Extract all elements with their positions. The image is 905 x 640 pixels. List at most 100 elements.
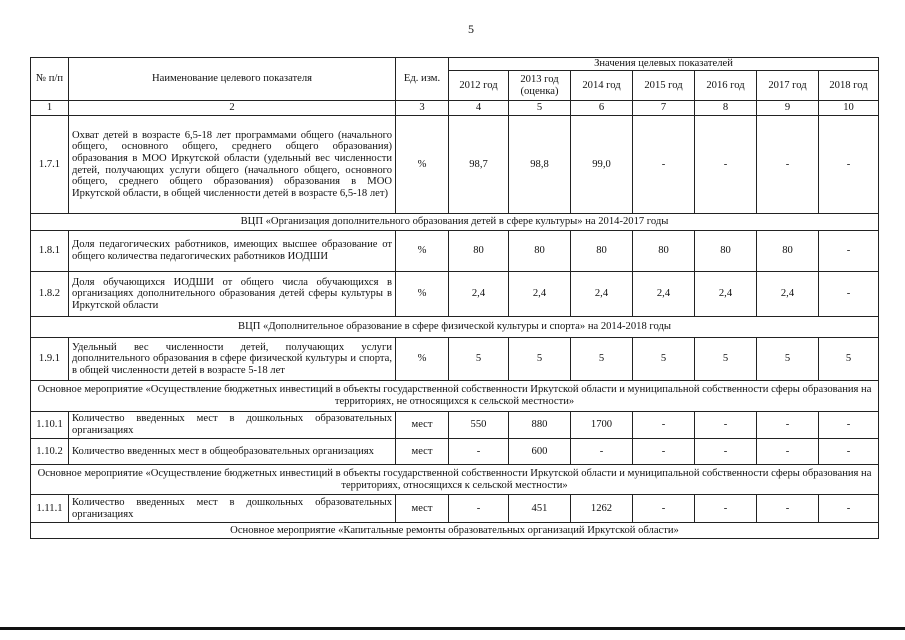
section-title: Основное мероприятие «Осуществление бюдж… [30, 464, 879, 495]
value-cell: - [818, 438, 879, 465]
value-cell: 99,0 [570, 115, 633, 214]
value-cell: - [448, 494, 509, 523]
section-title: Основное мероприятие «Осуществление бюдж… [30, 380, 879, 412]
section-title: Основное мероприятие «Капитальные ремонт… [30, 522, 879, 539]
header-year: 2018 год [818, 70, 879, 101]
column-number: 3 [395, 100, 449, 116]
table-row: 1.8.1 Доля педагогических работников, име… [30, 230, 879, 272]
value-cell: 2,4 [570, 271, 633, 317]
column-number: 2 [68, 100, 396, 116]
scan-edge-line [0, 627, 905, 630]
unit: % [395, 115, 449, 214]
value-cell: 5 [508, 337, 571, 381]
section-row: Основное мероприятие «Капитальные ремонт… [30, 522, 879, 539]
section-title: ВЦП «Дополнительное образование в сфере … [30, 316, 879, 338]
value-cell: - [694, 115, 757, 214]
column-number: 4 [448, 100, 509, 116]
column-number: 8 [694, 100, 757, 116]
section-title: ВЦП «Организация дополнительного образов… [30, 213, 879, 231]
column-number: 7 [632, 100, 695, 116]
value-cell: - [570, 438, 633, 465]
unit: % [395, 337, 449, 381]
value-cell: 5 [632, 337, 695, 381]
value-cell: - [756, 115, 819, 214]
unit: мест [395, 494, 449, 523]
value-cell: - [694, 438, 757, 465]
table-row: 1.10.2 Количество введенных мест в общеоб… [30, 438, 879, 465]
row-number: 1.10.1 [30, 411, 69, 439]
page-number: 5 [468, 22, 474, 36]
value-cell: 880 [508, 411, 571, 439]
value-cell: - [756, 494, 819, 523]
value-cell: 2,4 [694, 271, 757, 317]
value-cell: 5 [570, 337, 633, 381]
value-cell: 1262 [570, 494, 633, 523]
value-cell: - [818, 230, 879, 272]
section-row: ВЦП «Организация дополнительного образов… [30, 213, 879, 231]
value-cell: 2,4 [632, 271, 695, 317]
value-cell: - [632, 494, 695, 523]
column-number: 6 [570, 100, 633, 116]
value-cell: 5 [448, 337, 509, 381]
value-cell: 451 [508, 494, 571, 523]
table-row: 1.11.1 Количество введенных мест в дошкол… [30, 494, 879, 523]
unit: % [395, 230, 449, 272]
value-cell: - [818, 494, 879, 523]
value-cell: - [448, 438, 509, 465]
value-cell: 2,4 [508, 271, 571, 317]
indicator-name: Охват детей в возрасте 6,5-18 лет програ… [68, 115, 396, 214]
unit: мест [395, 438, 449, 465]
value-cell: 5 [756, 337, 819, 381]
value-cell: 5 [818, 337, 879, 381]
value-cell: - [818, 115, 879, 214]
value-cell: 2,4 [756, 271, 819, 317]
indicator-name: Количество введенных мест в дошкольных о… [68, 494, 396, 523]
header-year: 2014 год [570, 70, 633, 101]
value-cell: - [818, 411, 879, 439]
header-year: 2013 год (оценка) [508, 70, 571, 101]
value-cell: - [632, 115, 695, 214]
section-row: Основное мероприятие «Осуществление бюдж… [30, 464, 879, 495]
header-year: 2017 год [756, 70, 819, 101]
value-cell: 80 [508, 230, 571, 272]
table-row: 1.9.1 Удельный вес численности детей, пол… [30, 337, 879, 381]
target-indicators-table: № п/п Наименование целевого показателя Е… [30, 57, 879, 539]
value-cell: - [818, 271, 879, 317]
header-year: 2015 год [632, 70, 695, 101]
indicator-name: Доля педагогических работников, имеющих … [68, 230, 396, 272]
value-cell: - [632, 438, 695, 465]
table-row: 1.10.1 Количество введенных мест в дошкол… [30, 411, 879, 439]
value-cell: 80 [448, 230, 509, 272]
value-cell: - [694, 411, 757, 439]
unit: мест [395, 411, 449, 439]
row-number: 1.8.2 [30, 271, 69, 317]
column-number: 1 [30, 100, 69, 116]
column-number: 9 [756, 100, 819, 116]
value-cell: 98,7 [448, 115, 509, 214]
indicator-name: Удельный вес численности детей, получающ… [68, 337, 396, 381]
value-cell: 600 [508, 438, 571, 465]
row-number: 1.7.1 [30, 115, 69, 214]
unit: % [395, 271, 449, 317]
column-number: 10 [818, 100, 879, 116]
header-year: 2016 год [694, 70, 757, 101]
value-cell: - [756, 438, 819, 465]
indicator-name: Количество введенных мест в дошкольных о… [68, 411, 396, 439]
header-num: № п/п [30, 57, 69, 101]
section-row: ВЦП «Дополнительное образование в сфере … [30, 316, 879, 338]
row-number: 1.8.1 [30, 230, 69, 272]
value-cell: 80 [756, 230, 819, 272]
value-cell: 1700 [570, 411, 633, 439]
header-values-group: Значения целевых показателей [448, 57, 879, 71]
header-year: 2012 год [448, 70, 509, 101]
value-cell: - [632, 411, 695, 439]
value-cell: - [694, 494, 757, 523]
indicator-name: Доля обучающихся ИОДШИ от общего числа о… [68, 271, 396, 317]
value-cell: 80 [694, 230, 757, 272]
value-cell: - [756, 411, 819, 439]
column-number: 5 [508, 100, 571, 116]
table-row: 1.7.1 Охват детей в возрасте 6,5-18 лет п… [30, 115, 879, 214]
value-cell: 2,4 [448, 271, 509, 317]
row-number: 1.11.1 [30, 494, 69, 523]
table-row: 1.8.2 Доля обучающихся ИОДШИ от общего чи… [30, 271, 879, 317]
